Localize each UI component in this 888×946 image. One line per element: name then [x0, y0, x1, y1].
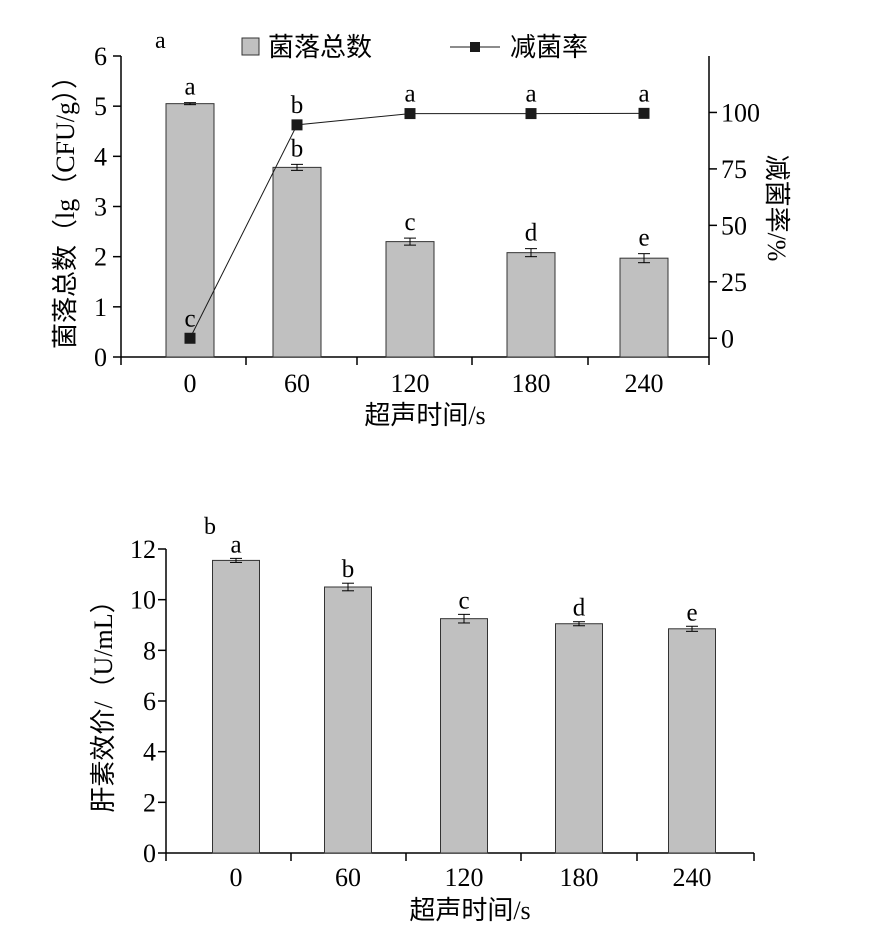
bar-significance-label: d — [573, 595, 586, 622]
y2-axis-title: 减菌率/% — [762, 155, 791, 262]
x-tick-label: 180 — [512, 369, 551, 398]
bar-significance-label: a — [230, 531, 241, 558]
bar-significance-label: c — [404, 209, 415, 236]
bar — [619, 257, 669, 358]
bar-significance-label: e — [638, 225, 649, 252]
y2-tick-label: 75 — [721, 155, 747, 184]
y-tick-label: 10 — [130, 586, 156, 615]
y-axis-title: 菌落总数（lg（CFU/g）） — [51, 63, 80, 349]
line-significance-label: a — [404, 81, 415, 108]
line-significance-label: a — [638, 80, 649, 107]
x-axis-title: 超声时间/s — [409, 896, 530, 925]
x-tick-label: 240 — [673, 863, 712, 892]
bar — [555, 623, 603, 854]
line-point — [291, 119, 303, 131]
bar-significance-label: b — [342, 556, 355, 583]
legend-bar-label: 菌落总数 — [268, 33, 372, 62]
y-tick-label: 3 — [94, 193, 107, 222]
bar-significance-label: c — [458, 587, 469, 614]
x-tick-label: 60 — [284, 369, 310, 398]
x-tick-label: 240 — [625, 369, 664, 398]
y2-tick-label: 100 — [721, 98, 760, 127]
bar — [506, 252, 556, 358]
bar-significance-label: d — [525, 220, 538, 247]
y-tick-label: 6 — [143, 687, 156, 716]
bar — [668, 628, 716, 854]
panel-label-a: a — [155, 28, 166, 54]
line-point — [404, 108, 416, 120]
y-tick-label: 1 — [94, 293, 107, 322]
x-tick-label: 180 — [560, 863, 599, 892]
x-tick-label: 0 — [184, 369, 197, 398]
x-tick-label: 120 — [445, 863, 484, 892]
bar — [212, 559, 260, 854]
bar — [385, 241, 435, 358]
x-tick-label: 0 — [230, 863, 243, 892]
line-significance-label: c — [184, 305, 195, 332]
y-tick-label: 8 — [143, 636, 156, 665]
y2-tick-label: 50 — [721, 211, 747, 240]
y-tick-label: 4 — [94, 142, 107, 171]
line-point — [184, 332, 196, 344]
y2-tick-label: 0 — [721, 324, 734, 353]
y-tick-label: 12 — [130, 535, 156, 564]
y-tick-label: 6 — [94, 42, 107, 71]
y-tick-label: 2 — [143, 788, 156, 817]
y2-tick-label: 25 — [721, 268, 747, 297]
legend-bar-swatch — [241, 37, 260, 56]
bar — [440, 618, 488, 854]
legend-line-marker — [470, 42, 480, 52]
y-axis-title: 肝素效价/（U/mL） — [89, 587, 118, 812]
bar — [324, 586, 372, 854]
bar-significance-label: e — [686, 599, 697, 626]
panel-label-b: b — [204, 514, 216, 540]
bar-significance-label: b — [291, 135, 304, 162]
y-tick-label: 2 — [94, 243, 107, 272]
bar-significance-label: a — [184, 74, 195, 101]
line-significance-label: b — [291, 92, 304, 119]
bar — [272, 166, 322, 358]
legend-line-label: 减菌率 — [510, 33, 588, 62]
line-point — [525, 108, 537, 120]
y-tick-label: 4 — [143, 738, 156, 767]
bar — [165, 103, 215, 358]
y-tick-label: 0 — [143, 839, 156, 868]
x-axis-title: 超声时间/s — [364, 401, 485, 430]
y-tick-label: 5 — [94, 92, 107, 121]
y-tick-label: 0 — [94, 343, 107, 372]
x-tick-label: 120 — [391, 369, 430, 398]
x-tick-label: 60 — [335, 863, 361, 892]
line-point — [638, 107, 650, 119]
line-significance-label: a — [525, 81, 536, 108]
